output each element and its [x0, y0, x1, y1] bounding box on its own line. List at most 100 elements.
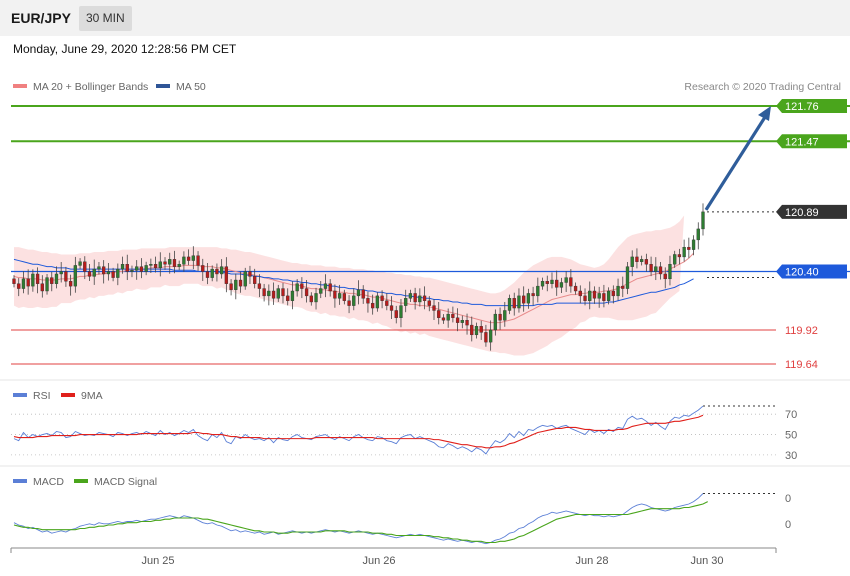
- candle-body: [257, 283, 262, 289]
- candle-body: [215, 268, 219, 275]
- candle-body: [328, 283, 332, 292]
- candle-body: [182, 256, 186, 265]
- legend-label-rsi-0: RSI: [33, 390, 51, 402]
- candle-body: [172, 259, 177, 267]
- candle-body: [602, 293, 606, 301]
- candle-body: [163, 261, 167, 265]
- level-tag-120.40: [776, 264, 847, 279]
- candle-body: [399, 305, 403, 318]
- candle-body: [210, 268, 214, 278]
- candle-body: [224, 266, 229, 284]
- level-label-119.64: 119.64: [785, 359, 818, 371]
- candle-body: [437, 310, 441, 318]
- candle-body: [168, 259, 172, 265]
- candle-body: [304, 288, 309, 297]
- candle-body: [186, 256, 191, 261]
- candle-body: [545, 281, 549, 284]
- projection-arrow: [704, 113, 769, 211]
- candle-body: [488, 329, 493, 343]
- candle-body: [87, 271, 92, 277]
- candle-body: [50, 277, 54, 284]
- candle-body: [588, 290, 592, 301]
- candle-body: [286, 295, 290, 301]
- candle-body: [64, 271, 68, 282]
- candle-body: [68, 281, 73, 287]
- candle-body: [408, 293, 413, 299]
- legend-swatch: [13, 393, 27, 397]
- candle-body: [309, 295, 313, 303]
- candle-body: [73, 265, 78, 287]
- candle-body: [654, 266, 658, 272]
- candle-body: [271, 290, 276, 299]
- candle-body: [238, 279, 243, 287]
- candle-body: [102, 266, 106, 275]
- candle-body: [555, 279, 559, 288]
- candle-body: [26, 278, 30, 287]
- candle-body: [300, 283, 304, 289]
- candle-body: [17, 283, 21, 289]
- legend-swatch: [61, 393, 75, 397]
- candle-body: [639, 259, 644, 262]
- candle-body: [682, 246, 686, 258]
- x-tick-label-1: Jun 26: [362, 555, 395, 567]
- x-tick-label-2: Jun 28: [575, 555, 608, 567]
- candle-body: [493, 313, 498, 331]
- candle-body: [342, 293, 346, 301]
- candle-body: [611, 290, 615, 297]
- candle-body: [385, 300, 389, 306]
- candle-body: [503, 310, 507, 321]
- candle-body: [153, 264, 158, 269]
- candle-body: [92, 268, 96, 277]
- candle-body: [578, 290, 582, 297]
- candle-body: [40, 283, 44, 292]
- candle-body: [281, 288, 285, 297]
- candle-body: [413, 293, 417, 303]
- candle-body: [597, 293, 601, 299]
- candle-body: [621, 285, 625, 289]
- candle-body: [295, 283, 299, 292]
- candle-body: [319, 288, 323, 294]
- candle-body: [455, 317, 460, 323]
- candle-body: [177, 264, 181, 267]
- candle-body: [31, 273, 35, 287]
- level-label-119.92: 119.92: [785, 325, 818, 337]
- candle-body: [668, 264, 672, 280]
- candle-body: [573, 285, 578, 292]
- candle-body: [12, 278, 16, 284]
- candle-body: [191, 255, 195, 261]
- candle-body: [474, 326, 479, 336]
- candle-body: [347, 300, 351, 306]
- candle-body: [498, 313, 502, 321]
- candle-body: [323, 283, 328, 289]
- projection-arrowhead: [758, 105, 771, 121]
- candle-body: [517, 295, 521, 309]
- candle-body: [380, 295, 384, 301]
- legend-label-macd-1: MACD Signal: [94, 476, 157, 488]
- candle-body: [432, 305, 436, 311]
- candle-body: [201, 265, 205, 272]
- header-bar: EUR/JPY 30 MIN: [0, 0, 850, 36]
- candle-body: [441, 317, 446, 321]
- candle-body: [484, 332, 488, 343]
- credit-text: Research © 2020 Trading Central: [684, 81, 841, 93]
- candle-body: [276, 288, 280, 299]
- candle-body: [451, 313, 455, 318]
- candle-body: [125, 264, 129, 272]
- candle-body: [526, 293, 531, 304]
- candle-body: [522, 295, 526, 304]
- timeframe-button[interactable]: 30 MIN: [79, 6, 132, 31]
- candle-body: [205, 271, 210, 278]
- macd-tick-1: 0: [785, 519, 791, 531]
- level-label-120.89: 120.89: [785, 207, 819, 219]
- candle-body: [139, 266, 144, 272]
- candle-body: [507, 298, 512, 311]
- bollinger-band: [14, 215, 685, 356]
- legend-swatch: [13, 479, 27, 483]
- candle-body: [701, 211, 705, 230]
- candle-body: [644, 259, 649, 265]
- candle-body: [375, 295, 380, 309]
- candle-body: [691, 239, 696, 250]
- candle-body: [290, 290, 295, 301]
- candle-body: [35, 273, 40, 284]
- legend-swatch: [156, 84, 170, 88]
